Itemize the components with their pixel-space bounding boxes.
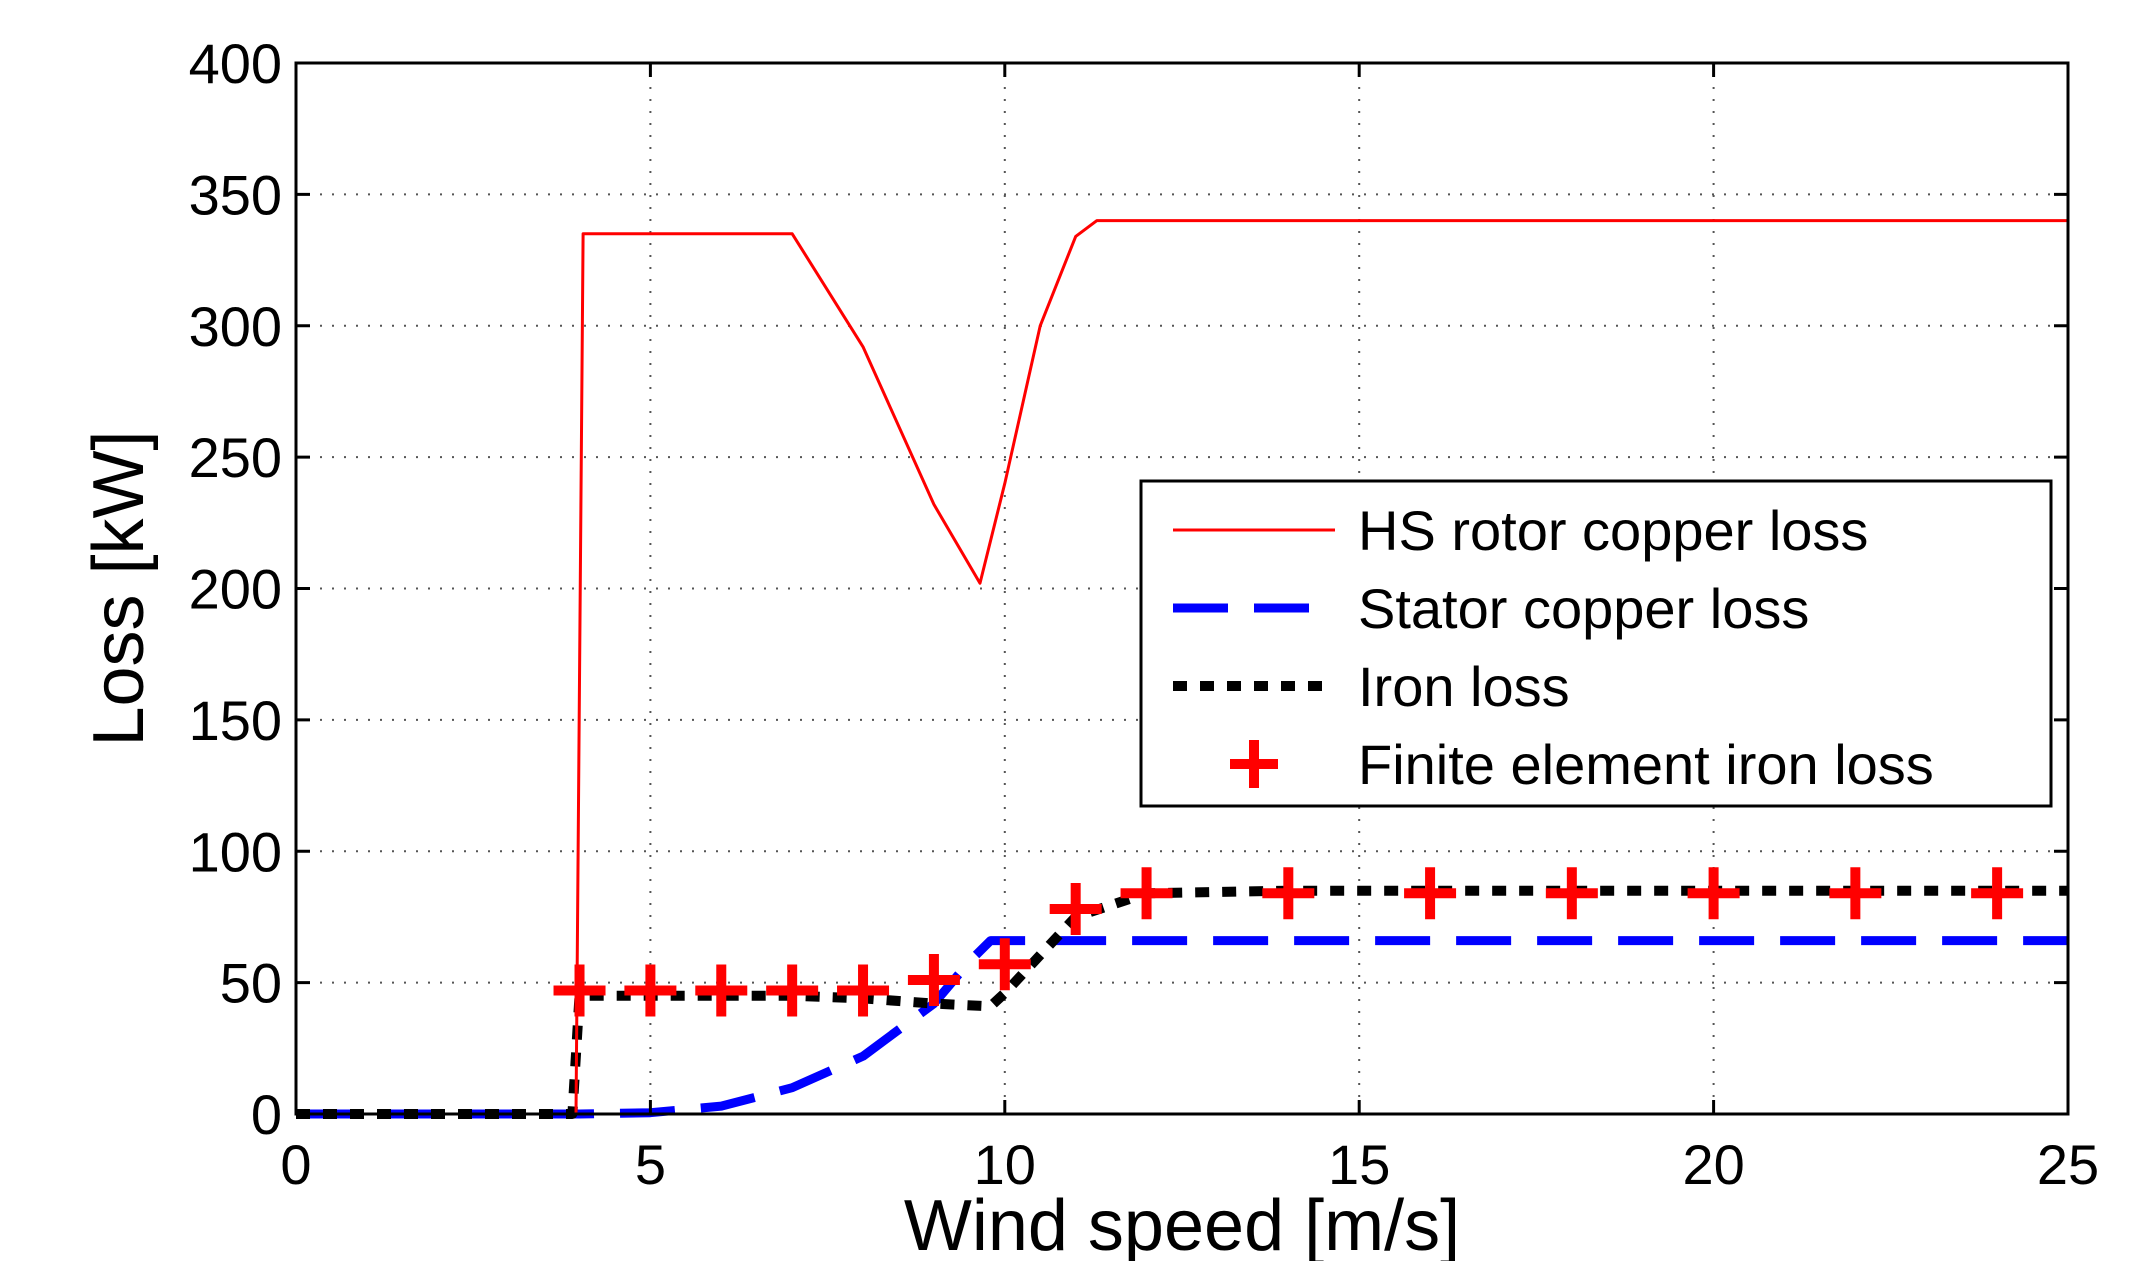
x-tick-label: 15 [1328, 1133, 1390, 1196]
y-tick-label: 350 [189, 163, 282, 226]
x-tick-label: 25 [2037, 1133, 2099, 1196]
x-tick-label: 10 [974, 1133, 1036, 1196]
fe-iron-loss-point [1971, 867, 2024, 920]
fe-iron-loss-point [766, 964, 819, 1017]
y-tick-label: 300 [189, 295, 282, 358]
y-tick-label: 250 [189, 426, 282, 489]
legend-label: HS rotor copper loss [1358, 499, 1868, 562]
series-line-solid [296, 219, 2068, 1116]
legend-label: Iron loss [1358, 655, 1570, 718]
fe-iron-loss-point [907, 953, 960, 1006]
y-tick-label: 200 [189, 558, 282, 621]
legend-label: Stator copper loss [1358, 577, 1809, 640]
y-tick-label: 150 [189, 689, 282, 752]
fe-iron-loss-point [1262, 867, 1315, 920]
fe-iron-loss-point [553, 964, 606, 1017]
legend: HS rotor copper loss Stator copper loss Ir… [1139, 479, 2053, 808]
legend-swatch-marker [1230, 740, 1278, 788]
x-tick-label: 0 [280, 1133, 311, 1196]
y-tick-label: 50 [220, 952, 282, 1015]
fe-iron-loss-point [1404, 867, 1457, 920]
x-tick-label: 5 [635, 1133, 666, 1196]
fe-iron-loss-point [978, 938, 1031, 991]
fe-iron-loss-point [624, 964, 677, 1017]
y-tick-label: 400 [189, 32, 282, 95]
series-line-dotted [296, 885, 2068, 1119]
series-markers [553, 867, 2024, 1017]
fe-iron-loss-point [1049, 883, 1102, 936]
fe-iron-loss-point [1120, 867, 1173, 920]
fe-iron-loss-point [1687, 867, 1740, 920]
y-axis-label: Loss [kW] [79, 430, 159, 746]
fe-iron-loss-point [1829, 867, 1882, 920]
y-tick-label: 0 [251, 1083, 282, 1146]
fe-iron-loss-point [695, 964, 748, 1017]
x-tick-label: 20 [1682, 1133, 1744, 1196]
fe-iron-loss-point [837, 964, 890, 1017]
x-axis-label: Wind speed [m/s] [904, 1186, 1460, 1261]
fe-iron-loss-point [1545, 867, 1598, 920]
y-tick-label: 100 [189, 820, 282, 883]
legend-box [1139, 479, 2053, 808]
legend-label: Finite element iron loss [1358, 733, 1934, 796]
